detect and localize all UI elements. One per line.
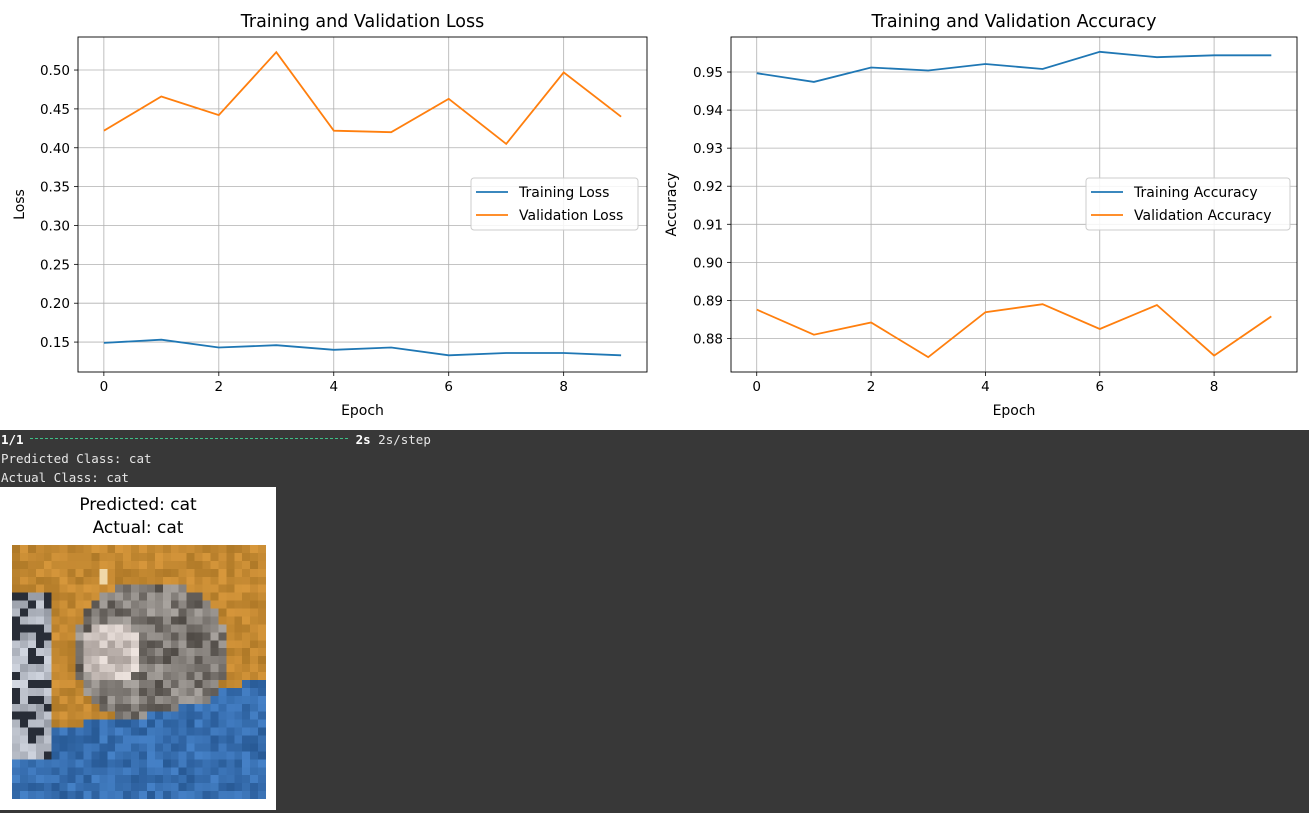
x-axis-label: Epoch <box>993 403 1036 419</box>
chart-1: 0 2 4 6 8 0.88 0.89 0.90 0.91 0.92 0.93 0.94 0.95 Tra… <box>664 12 1298 419</box>
progress-time: 2s <box>355 432 371 447</box>
cat-image <box>12 545 266 799</box>
plot-frame <box>730 36 1298 373</box>
series-line-0 <box>756 50 1272 83</box>
series-line-1 <box>756 303 1272 359</box>
y-tick-label: 0.25 <box>40 257 70 273</box>
plot-frame <box>77 36 648 373</box>
y-tick-label: 0.90 <box>693 255 723 271</box>
legend-label: Validation Accuracy <box>1134 208 1272 224</box>
legend-label: Training Loss <box>518 185 609 201</box>
chart-0: 0 2 4 6 8 0.15 0.20 0.25 0.30 0.35 0.40 0.45 0.50 Tra… <box>12 12 648 419</box>
y-tick-label: 0.89 <box>693 293 723 309</box>
y-tick-label: 0.50 <box>40 63 70 79</box>
y-tick-label: 0.20 <box>40 296 70 312</box>
y-tick-label: 0.88 <box>693 332 723 348</box>
prediction-image-card: Predicted: cat Actual: cat <box>0 487 276 810</box>
y-tick-label: 0.45 <box>40 102 70 118</box>
y-tick-label: 0.94 <box>693 103 723 119</box>
x-tick-label: 0 <box>100 379 109 395</box>
y-tick-label: 0.92 <box>693 179 723 195</box>
training-figure: 0 2 4 6 8 0.15 0.20 0.25 0.30 0.35 0.40 0.45 0.50 Tra… <box>0 0 1309 430</box>
actual-class-output: Actual Class: cat <box>1 470 129 485</box>
progress-bar <box>29 437 348 440</box>
x-axis-label: Epoch <box>341 403 384 419</box>
y-tick-label: 0.35 <box>40 180 70 196</box>
series-line-1 <box>103 50 622 146</box>
x-tick-label: 4 <box>329 379 338 395</box>
chart-title: Training and Validation Loss <box>240 12 484 32</box>
chart-title: Training and Validation Accuracy <box>871 12 1157 32</box>
x-tick-label: 2 <box>215 379 224 395</box>
actual-title: Actual: cat <box>92 518 184 538</box>
progress-rate: 2s/step <box>378 432 431 447</box>
x-tick-label: 8 <box>1210 379 1219 395</box>
y-tick-label: 0.93 <box>693 141 723 157</box>
y-axis-label: Loss <box>12 189 28 220</box>
predicted-title: Predicted: cat <box>79 495 197 515</box>
series-line-0 <box>103 338 622 357</box>
y-tick-label: 0.40 <box>40 141 70 157</box>
x-tick-label: 4 <box>981 379 990 395</box>
x-tick-label: 8 <box>559 379 568 395</box>
y-axis-label: Accuracy <box>664 173 680 237</box>
legend-box <box>1085 177 1291 231</box>
progress-output: 1/1 2s 2s/step <box>1 430 431 449</box>
legend-label: Training Accuracy <box>1133 185 1258 201</box>
y-tick-label: 0.15 <box>40 335 70 351</box>
x-tick-label: 6 <box>1095 379 1104 395</box>
legend-label: Validation Loss <box>519 208 623 224</box>
x-tick-label: 0 <box>752 379 761 395</box>
charts-svg: 0 2 4 6 8 0.15 0.20 0.25 0.30 0.35 0.40 0.45 0.50 Tra… <box>12 12 1298 419</box>
x-tick-label: 2 <box>867 379 876 395</box>
y-tick-label: 0.30 <box>40 218 70 234</box>
predicted-class-output: Predicted Class: cat <box>1 451 152 466</box>
y-tick-label: 0.91 <box>693 217 723 233</box>
legend-box <box>470 177 639 231</box>
x-tick-label: 6 <box>444 379 453 395</box>
y-tick-label: 0.95 <box>693 65 723 81</box>
progress-count: 1/1 <box>1 432 24 447</box>
